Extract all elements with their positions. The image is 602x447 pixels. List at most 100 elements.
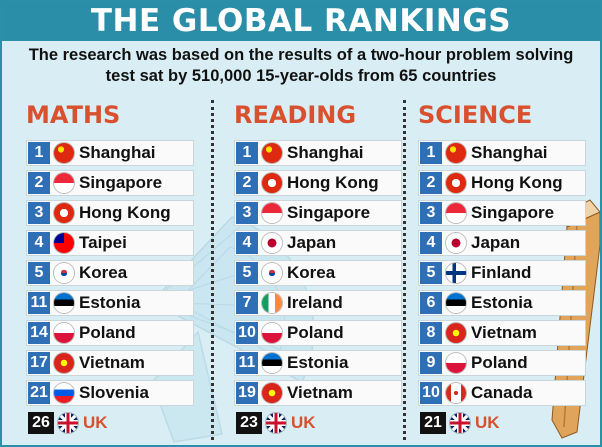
country-name: Shanghai <box>471 143 548 162</box>
country-name: Slovenia <box>79 383 149 402</box>
list-item: 10 Canada <box>418 380 586 406</box>
science-heading: SCIENCE <box>418 101 533 129</box>
rank-badge: 5 <box>236 262 258 284</box>
rank-badge: 1 <box>420 142 442 164</box>
list-item: 11 Estonia <box>26 290 194 316</box>
list-item: 1 Shanghai <box>234 140 402 166</box>
country-name: Hong Kong <box>471 173 563 192</box>
reading-heading: READING <box>234 101 357 129</box>
japan-flag-icon <box>262 233 282 253</box>
country-name: Japan <box>287 233 337 252</box>
page-title: THE GLOBAL RANKINGS <box>2 2 600 41</box>
rank-badge: 2 <box>420 172 442 194</box>
uk-flag-icon <box>450 413 470 433</box>
country-name: Hong Kong <box>79 203 171 222</box>
country-name: Vietnam <box>79 353 145 372</box>
poland-flag-icon <box>262 323 282 343</box>
country-name: Estonia <box>471 293 533 312</box>
country-name: Poland <box>79 323 136 342</box>
list-item: 11 Estonia <box>234 350 402 376</box>
list-item: 5 Finland <box>418 260 586 286</box>
country-name: UK <box>475 413 500 432</box>
subtitle: The research was based on the results of… <box>2 45 600 87</box>
country-name: Singapore <box>287 203 371 222</box>
science-column: SCIENCE 1 Shanghai 2 Hong Kong 3 Singapore … <box>418 98 586 440</box>
korea-flag-icon <box>262 263 282 283</box>
list-item: 6 Estonia <box>418 290 586 316</box>
vietnam-flag-icon <box>54 353 74 373</box>
poland-flag-icon <box>54 323 74 343</box>
hong-kong-flag-icon <box>262 173 282 193</box>
vietnam-flag-icon <box>446 323 466 343</box>
reading-ranking-list: 1 Shanghai 2 Hong Kong 3 Singapore 4 Japan 5… <box>234 140 402 436</box>
rank-badge: 5 <box>420 262 442 284</box>
list-item: 2 Hong Kong <box>418 170 586 196</box>
singapore-flag-icon <box>446 203 466 223</box>
rank-badge: 26 <box>28 412 54 434</box>
rank-badge: 17 <box>28 352 50 374</box>
china-flag-icon <box>262 143 282 163</box>
list-item: 4 Japan <box>418 230 586 256</box>
country-name: Hong Kong <box>287 173 379 192</box>
korea-flag-icon <box>54 263 74 283</box>
rank-badge: 8 <box>420 322 442 344</box>
rank-badge: 2 <box>28 172 50 194</box>
list-item: 3 Singapore <box>234 200 402 226</box>
country-name: Korea <box>287 263 336 282</box>
rank-badge: 2 <box>236 172 258 194</box>
list-item: 14 Poland <box>26 320 194 346</box>
maths-column: MATHS 1 Shanghai 2 Singapore 3 Hong Kong 4 T… <box>26 98 194 440</box>
estonia-flag-icon <box>54 293 74 313</box>
list-item: 3 Hong Kong <box>26 200 194 226</box>
list-item: 19 Vietnam <box>234 380 402 406</box>
country-name: Singapore <box>79 173 163 192</box>
canada-flag-icon <box>446 383 466 403</box>
list-item: 1 Shanghai <box>26 140 194 166</box>
country-name: Ireland <box>287 293 343 312</box>
country-name: Poland <box>287 323 344 342</box>
rank-badge: 1 <box>28 142 50 164</box>
country-name: Shanghai <box>287 143 364 162</box>
rank-badge: 11 <box>28 292 50 314</box>
rank-badge: 21 <box>28 382 50 404</box>
rank-badge: 4 <box>236 232 258 254</box>
rank-badge: 11 <box>236 352 258 374</box>
country-name: UK <box>291 413 316 432</box>
list-item: 21 Slovenia <box>26 380 194 406</box>
singapore-flag-icon <box>262 203 282 223</box>
reading-column: READING 1 Shanghai 2 Hong Kong 3 Singapore … <box>234 98 402 440</box>
country-name: Japan <box>471 233 521 252</box>
science-ranking-list: 1 Shanghai 2 Hong Kong 3 Singapore 4 Japan 5… <box>418 140 586 436</box>
taiwan-flag-icon <box>54 233 74 253</box>
country-name: Shanghai <box>79 143 156 162</box>
country-name: Singapore <box>471 203 555 222</box>
ireland-flag-icon <box>262 293 282 313</box>
list-item-uk: 23 UK <box>234 410 402 436</box>
hong-kong-flag-icon <box>54 203 74 223</box>
country-name: Estonia <box>287 353 349 372</box>
list-item: 8 Vietnam <box>418 320 586 346</box>
hong-kong-flag-icon <box>446 173 466 193</box>
list-item: 5 Korea <box>26 260 194 286</box>
rank-badge: 1 <box>236 142 258 164</box>
list-item: 3 Singapore <box>418 200 586 226</box>
japan-flag-icon <box>446 233 466 253</box>
list-item-uk: 26 UK <box>26 410 194 436</box>
list-item: 2 Hong Kong <box>234 170 402 196</box>
country-name: Korea <box>79 263 128 282</box>
list-item: 4 Japan <box>234 230 402 256</box>
rank-badge: 5 <box>28 262 50 284</box>
list-item: 17 Vietnam <box>26 350 194 376</box>
maths-ranking-list: 1 Shanghai 2 Singapore 3 Hong Kong 4 Taipei … <box>26 140 194 436</box>
country-name: Vietnam <box>471 323 537 342</box>
finland-flag-icon <box>446 263 466 283</box>
estonia-flag-icon <box>262 353 282 373</box>
list-item: 2 Singapore <box>26 170 194 196</box>
list-item: 5 Korea <box>234 260 402 286</box>
uk-flag-icon <box>58 413 78 433</box>
list-item: 1 Shanghai <box>418 140 586 166</box>
column-divider <box>403 100 406 440</box>
country-name: Canada <box>471 383 533 402</box>
rank-badge: 10 <box>420 382 442 404</box>
